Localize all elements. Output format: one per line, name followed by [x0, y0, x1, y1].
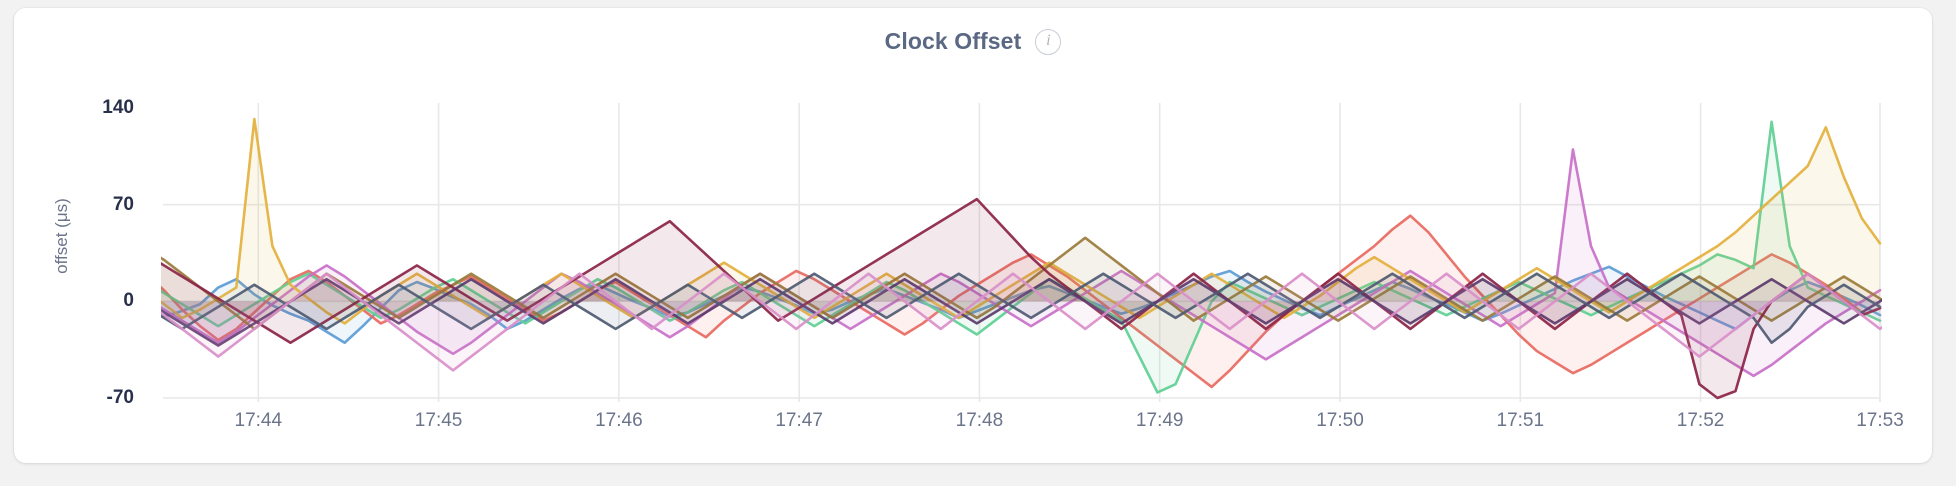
chart-header: Clock Offset i — [14, 28, 1932, 55]
chart-card: Clock Offset i offset (μs) 140 70 0 -70 17:… — [14, 8, 1932, 463]
y-axis-tick-label: 0 — [123, 290, 134, 312]
x-axis-tick-label: 17:49 — [1135, 410, 1184, 431]
x-axis-tick-label: 17:51 — [1496, 410, 1545, 431]
series-area — [161, 119, 1880, 324]
x-axis-tick-label: 17:53 — [1856, 410, 1904, 431]
series-line[interactable] — [74, 272, 1882, 345]
clock-offset-line-chart — [74, 103, 1898, 402]
series-area — [161, 279, 1882, 346]
x-axis-tick-label: 17:46 — [595, 410, 643, 431]
series-line[interactable] — [74, 214, 1864, 389]
x-axis-tick-label: 17:50 — [1316, 410, 1364, 431]
series-area — [161, 273, 1880, 343]
y-axis-tick-label: 70 — [112, 193, 134, 215]
series-line[interactable] — [74, 277, 1898, 347]
page-title: Clock Offset — [884, 28, 1022, 54]
y-axis-tick-label: 140 — [102, 97, 134, 118]
x-axis-tick-label: 17:47 — [775, 410, 823, 431]
series-area — [161, 199, 1880, 398]
info-icon[interactable]: i — [1035, 28, 1062, 55]
x-axis-tick-label: 17:45 — [414, 410, 463, 431]
y-axis-tick-label: -70 — [106, 387, 134, 408]
x-axis-tick-label: 17:44 — [234, 410, 283, 431]
chart-plot-area: offset (μs) 140 70 0 -70 17:44 17:45 17:46 17:… — [14, 8, 1932, 463]
x-axis-tick-label: 17:52 — [1676, 410, 1725, 431]
series-group — [74, 117, 1898, 400]
series-area — [161, 273, 1882, 371]
series-line[interactable] — [74, 197, 1882, 400]
series-line[interactable] — [74, 272, 1898, 372]
x-axis-tick-label: 17:48 — [955, 410, 1004, 431]
